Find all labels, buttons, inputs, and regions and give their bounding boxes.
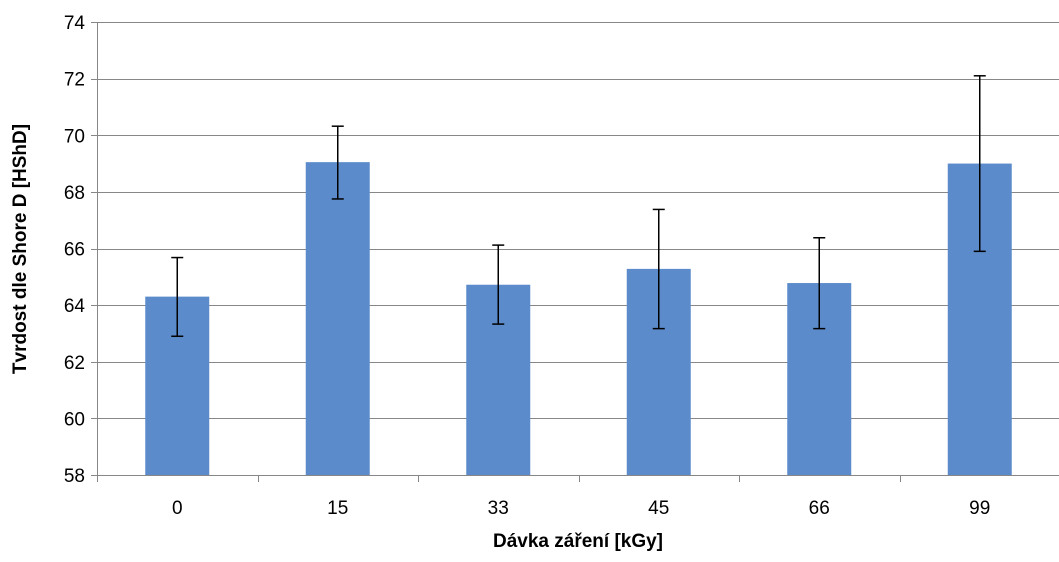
x-tick-label: 66: [809, 498, 830, 519]
x-tick-labels: 0 15 33 45 66 99: [172, 498, 990, 519]
y-tick-label: 70: [64, 126, 85, 147]
error-bars: [171, 76, 986, 336]
y-axis-title: Tvrdost dle Shore D [HShD]: [10, 124, 31, 374]
x-tick-label: 99: [969, 498, 990, 519]
y-tick-label: 74: [64, 13, 86, 34]
y-tick-label: 66: [64, 240, 85, 261]
bar-15: [306, 162, 370, 475]
y-tick-label: 72: [64, 70, 85, 91]
y-tick-label: 60: [64, 409, 85, 430]
y-tick-labels: 58 60 62 64 66 68 70 72 74: [64, 13, 86, 487]
y-tick-label: 64: [64, 296, 86, 317]
x-tick-label: 33: [488, 498, 509, 519]
bars: [145, 162, 1012, 475]
y-tick-label: 62: [64, 353, 85, 374]
gridlines: [97, 23, 1059, 419]
x-axis-title: Dávka záření [kGy]: [493, 531, 663, 552]
axes: [91, 22, 1059, 482]
x-tick-label: 45: [648, 498, 669, 519]
y-tick-label: 68: [64, 183, 85, 204]
x-tick-label: 15: [327, 498, 348, 519]
x-tick-label: 0: [172, 498, 183, 519]
y-tick-label: 58: [64, 466, 85, 487]
